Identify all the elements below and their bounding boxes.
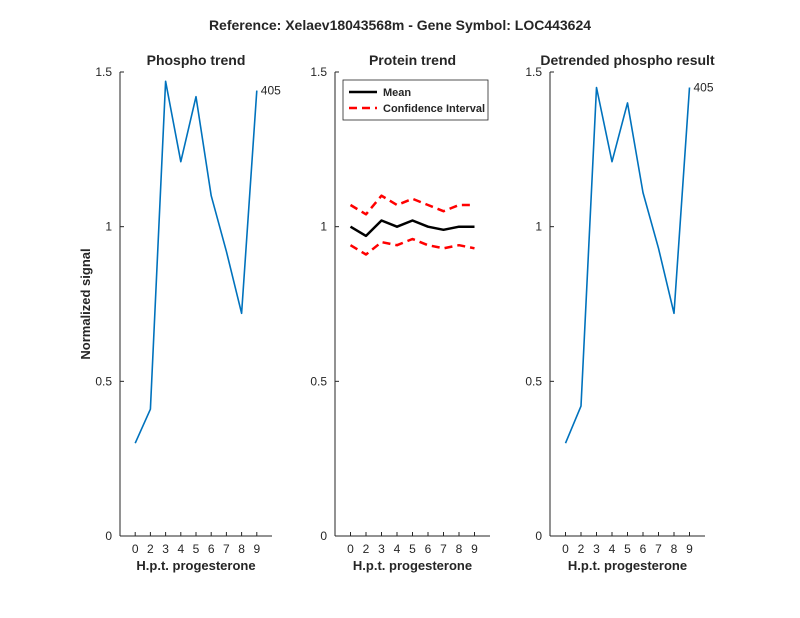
series-line-1: [349, 219, 475, 238]
series-line-2: [349, 194, 475, 216]
y-tick-label: 1: [105, 220, 112, 234]
series-end-label: 405: [261, 84, 281, 98]
y-tick-label: 0: [320, 529, 327, 543]
series-line-1: [134, 80, 258, 444]
x-tick-label: 7: [223, 542, 230, 556]
series-line-1: [564, 86, 691, 444]
y-tick-label: 0: [105, 529, 112, 543]
x-tick-label: 3: [593, 542, 600, 556]
x-tick-label: 4: [177, 542, 184, 556]
y-tick-label: 0: [535, 529, 542, 543]
series-end-label: 405: [694, 80, 714, 94]
x-tick-label: 7: [655, 542, 662, 556]
x-tick-label: 9: [471, 542, 478, 556]
x-tick-label: 5: [624, 542, 631, 556]
x-tick-label: 7: [440, 542, 447, 556]
y-tick-label: 1: [320, 220, 327, 234]
x-tick-label: 0: [347, 542, 354, 556]
y-tick-label: 1.5: [310, 65, 327, 79]
subplot-title: Detrended phospho result: [540, 52, 715, 68]
x-tick-label: 6: [208, 542, 215, 556]
figure-title: Reference: Xelaev18043568m - Gene Symbol…: [209, 17, 591, 33]
x-tick-label: 2: [147, 542, 154, 556]
x-tick-label: 9: [253, 542, 260, 556]
y-tick-label: 1.5: [95, 65, 112, 79]
y-tick-label: 1.5: [525, 65, 542, 79]
x-tick-label: 5: [193, 542, 200, 556]
x-axis-label: H.p.t. progesterone: [353, 558, 472, 573]
x-tick-label: 0: [132, 542, 139, 556]
subplot-title: Protein trend: [369, 52, 456, 68]
subplot-title: Phospho trend: [147, 52, 246, 68]
series-line-3: [349, 237, 475, 256]
x-tick-label: 0: [562, 542, 569, 556]
x-tick-label: 5: [409, 542, 416, 556]
x-tick-label: 3: [162, 542, 169, 556]
y-axis-label: Normalized signal: [78, 248, 93, 359]
x-axis-label: H.p.t. progesterone: [568, 558, 687, 573]
x-tick-label: 9: [686, 542, 693, 556]
x-tick-label: 2: [363, 542, 370, 556]
x-axis-label: H.p.t. progesterone: [136, 558, 255, 573]
y-tick-label: 1: [535, 220, 542, 234]
x-tick-label: 4: [609, 542, 616, 556]
legend-label: Mean: [383, 87, 411, 99]
x-tick-label: 6: [640, 542, 647, 556]
y-tick-label: 0.5: [310, 374, 327, 388]
legend: Mean Confidence Interval: [342, 79, 489, 121]
x-tick-label: 3: [378, 542, 385, 556]
x-tick-label: 8: [671, 542, 678, 556]
x-tick-label: 8: [238, 542, 245, 556]
y-tick-label: 0.5: [525, 374, 542, 388]
x-tick-label: 8: [456, 542, 463, 556]
x-tick-label: 2: [578, 542, 585, 556]
legend-box: [342, 79, 489, 121]
y-tick-label: 0.5: [95, 374, 112, 388]
x-tick-label: 4: [394, 542, 401, 556]
x-tick-label: 6: [425, 542, 432, 556]
legend-label: Confidence Interval: [383, 103, 485, 115]
